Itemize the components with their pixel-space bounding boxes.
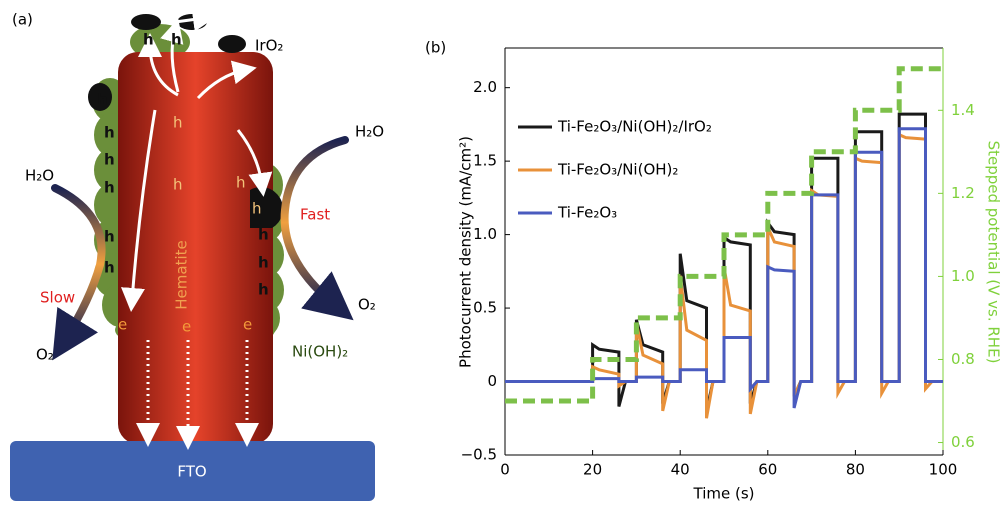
fto-substrate	[10, 441, 375, 501]
hematite-label: Hematite	[173, 240, 191, 309]
y-tick-label: 0	[487, 372, 497, 390]
hole-arrows	[120, 7, 273, 312]
x-tick-label: 40	[671, 461, 690, 479]
hole: h	[143, 31, 154, 49]
panel-label: (b)	[425, 39, 446, 57]
panel-label: (a)	[12, 11, 33, 29]
y2-axis-label: Stepped potential (V vs. RHE)	[985, 141, 1003, 364]
hole: h	[258, 281, 269, 299]
x-tick-label: 100	[929, 461, 958, 479]
legend-label: Ti-Fe₂O₃	[557, 204, 617, 222]
x-axis-label: Time (s)	[693, 485, 755, 503]
y2-tick-label: 1.4	[951, 101, 975, 119]
nioh-label: Ni(OH)₂	[292, 343, 348, 361]
hole: h	[104, 124, 115, 142]
hole: h	[104, 179, 115, 197]
oxygen-label: O₂	[358, 296, 376, 314]
potential-line	[505, 66, 943, 404]
hole: h	[104, 151, 115, 169]
x-tick-label: 60	[758, 461, 777, 479]
iro2-label: IrO₂	[255, 37, 283, 55]
electron-arrows	[136, 340, 259, 450]
y-tick-label: 0.5	[473, 299, 497, 317]
y-tick-label: −0.5	[461, 446, 497, 464]
x-tick-label: 80	[846, 461, 865, 479]
x-tick-label: 20	[583, 461, 602, 479]
electron: e	[182, 318, 191, 336]
hole: h	[173, 114, 183, 132]
y-tick-label: 2.0	[473, 78, 497, 96]
hole: h	[252, 200, 262, 218]
hole: h	[171, 31, 182, 49]
water-label: H₂O	[25, 167, 54, 185]
electron: e	[118, 316, 127, 334]
panel-a: (a) H₂O H₂O O₂ O₂ IrO₂ Slow Fast Ni(OH)₂…	[10, 7, 384, 501]
water-flow	[51, 136, 354, 361]
y2-tick-label: 0.6	[951, 433, 975, 451]
hole: h	[97, 91, 108, 109]
water-label: H₂O	[355, 123, 384, 141]
legend-label: Ti-Fe₂O₃/Ni(OH)₂	[557, 161, 678, 179]
legend-label: Ti-Fe₂O₃/Ni(OH)₂/IrO₂	[557, 118, 712, 136]
hole: h	[104, 259, 115, 277]
y-axis-label: Photocurrent density (mA/cm²)	[457, 136, 475, 368]
hole: h	[173, 176, 183, 194]
fast-label: Fast	[300, 206, 330, 224]
y-tick-label: 1.0	[473, 225, 497, 243]
series-line	[505, 127, 943, 409]
hematite-rod	[118, 52, 273, 444]
y2-tick-label: 1.0	[951, 267, 975, 285]
x-tick-label: 0	[500, 461, 510, 479]
slow-label: Slow	[40, 289, 75, 307]
y2-tick-label: 0.8	[951, 350, 975, 368]
hole: h	[258, 226, 269, 244]
electron: e	[243, 316, 252, 334]
hole: h	[258, 254, 269, 272]
y2-tick-label: 1.2	[951, 184, 975, 202]
oxygen-label: O₂	[36, 346, 54, 364]
hole: h	[104, 228, 115, 246]
fto-label: FTO	[177, 463, 206, 481]
hole: h	[236, 174, 246, 192]
y-tick-label: 1.5	[473, 152, 497, 170]
